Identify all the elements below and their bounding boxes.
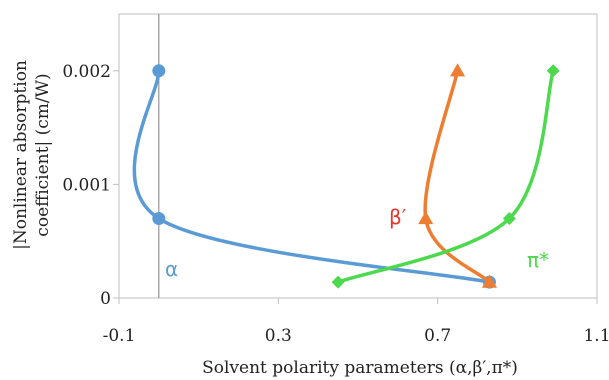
series-line	[132, 69, 492, 284]
series-label-pi: π*	[527, 248, 549, 272]
y-axis-title-line2: coefficient| (cm/W)	[33, 73, 53, 236]
y-tick-label: 0.002	[62, 62, 111, 82]
series-line	[423, 69, 492, 284]
data-point-circle	[152, 211, 166, 225]
series-label-beta: β′	[389, 205, 407, 229]
series-2	[418, 63, 497, 288]
x-tick-label: 0.7	[424, 326, 451, 346]
x-axis-ticks: -0.1 0.3 0.7 1.1	[103, 298, 609, 346]
data-point-diamond	[546, 64, 560, 78]
data-point-diamond	[331, 275, 345, 289]
series-layer	[132, 63, 560, 289]
series-1	[132, 64, 496, 289]
x-tick-label: 0.3	[265, 326, 292, 346]
y-axis-ticks: 0 0.001 0.002	[62, 62, 119, 309]
data-point-triangle	[481, 274, 497, 288]
x-tick-label: -0.1	[103, 326, 136, 346]
x-tick-label: 1.1	[583, 326, 609, 346]
data-point-diamond	[502, 211, 516, 225]
data-point-triangle	[450, 63, 466, 77]
y-axis-title-line1: |Nonlinear absorption	[11, 60, 31, 250]
y-tick-label: 0.001	[62, 175, 111, 195]
data-point-circle	[152, 64, 166, 78]
series-label-alpha: α	[165, 257, 178, 281]
x-axis-title: Solvent polarity parameters (α,β′,π*)	[202, 358, 518, 378]
series-line	[336, 69, 555, 284]
plot-area-border	[118, 13, 598, 299]
y-axis-title: |Nonlinear absorption coefficient| (cm/W…	[11, 60, 53, 250]
series-3	[331, 64, 560, 289]
y-tick-label: 0	[100, 289, 111, 309]
data-point-triangle	[418, 210, 434, 225]
